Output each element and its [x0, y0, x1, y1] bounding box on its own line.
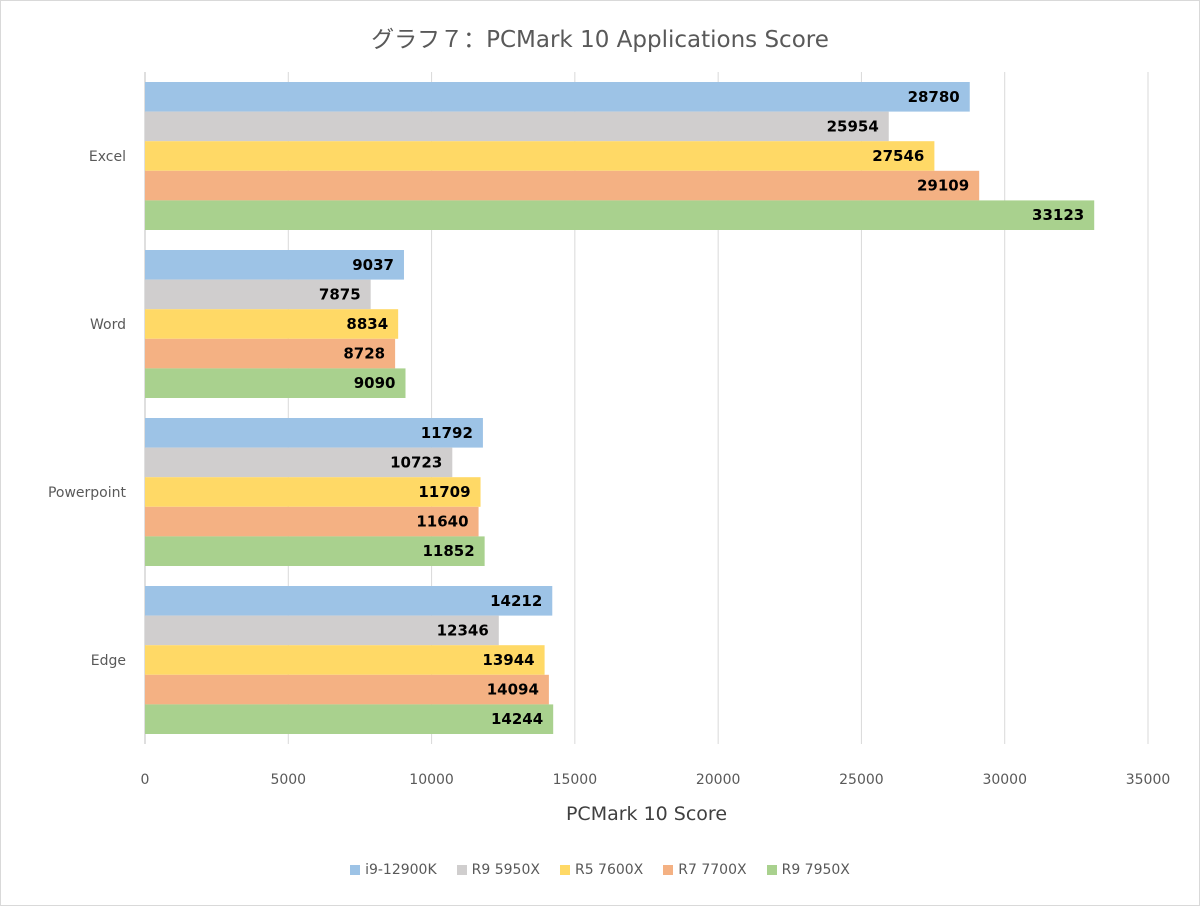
data-label: 33123 — [1032, 206, 1084, 224]
data-label: 14244 — [491, 710, 543, 728]
bar — [145, 615, 499, 646]
legend-swatch — [559, 865, 570, 875]
category-label: Edge — [91, 653, 126, 669]
bar — [145, 279, 371, 310]
category-label: Excel — [89, 149, 126, 165]
legend-item: R5 7600X — [559, 862, 644, 878]
legend-label: i9-12900K — [365, 862, 437, 878]
data-label: 8728 — [343, 345, 385, 363]
bar — [145, 418, 483, 448]
bar — [145, 477, 481, 507]
bar — [145, 645, 545, 675]
bar — [145, 200, 1095, 230]
data-label: 9037 — [352, 256, 394, 274]
bar — [145, 141, 935, 171]
x-tick-label: 5000 — [270, 772, 306, 788]
data-label: 28780 — [908, 88, 960, 106]
bar — [145, 447, 453, 478]
data-label: 11792 — [421, 424, 473, 442]
data-label: 14094 — [487, 681, 539, 699]
x-tick-label: 35000 — [1126, 772, 1171, 788]
bar — [145, 111, 889, 142]
legend-label: R7 7700X — [678, 862, 747, 878]
legend-item: i9-12900K — [350, 862, 437, 878]
legend-item: R9 5950X — [456, 862, 540, 878]
x-axis-label: PCMark 10 Score — [565, 803, 728, 825]
legend-item: R9 7950X — [766, 862, 850, 878]
bar — [145, 82, 970, 112]
bar — [145, 338, 396, 369]
data-label: 27546 — [872, 147, 924, 165]
category-label: Powerpoint — [48, 485, 127, 501]
legend: i9-12900K R9 5950X R5 7600X R7 7700X R9 7950… — [0, 862, 1200, 878]
data-label: 7875 — [319, 285, 361, 303]
data-label: 11852 — [422, 542, 474, 560]
legend-label: R5 7600X — [574, 862, 644, 878]
x-tick-label: 30000 — [982, 772, 1027, 788]
bar — [145, 704, 554, 734]
bar — [145, 586, 553, 616]
x-tick-label: 15000 — [553, 772, 598, 788]
data-label: 11640 — [416, 513, 468, 531]
bar — [145, 250, 404, 280]
bar — [145, 368, 406, 398]
x-tick-label: 0 — [141, 772, 150, 788]
data-label: 12346 — [437, 621, 489, 639]
legend-swatch — [766, 865, 777, 875]
category-label: Word — [90, 317, 126, 333]
x-tick-label: 25000 — [839, 772, 884, 788]
legend-label: R9 5950X — [471, 862, 540, 878]
bar — [145, 674, 549, 705]
x-tick-label: 20000 — [696, 772, 741, 788]
data-label: 25954 — [827, 117, 879, 135]
data-label: 10723 — [390, 453, 442, 471]
bar — [145, 309, 399, 339]
legend-swatch — [350, 865, 361, 875]
bar — [145, 170, 980, 201]
legend-swatch — [456, 865, 467, 875]
data-label: 29109 — [917, 177, 969, 195]
bar — [145, 506, 479, 537]
data-label: 11709 — [418, 483, 470, 501]
bar — [145, 536, 485, 566]
data-label: 9090 — [354, 374, 396, 392]
legend-swatch — [663, 865, 674, 875]
data-label: 13944 — [482, 651, 534, 669]
chart-title: グラフ７：PCMark 10 Applications Score — [371, 27, 829, 53]
legend-label: R9 7950X — [781, 862, 850, 878]
legend-item: R7 7700X — [663, 862, 747, 878]
data-label: 14212 — [490, 592, 542, 610]
data-label: 8834 — [346, 315, 388, 333]
x-tick-label: 10000 — [409, 772, 454, 788]
